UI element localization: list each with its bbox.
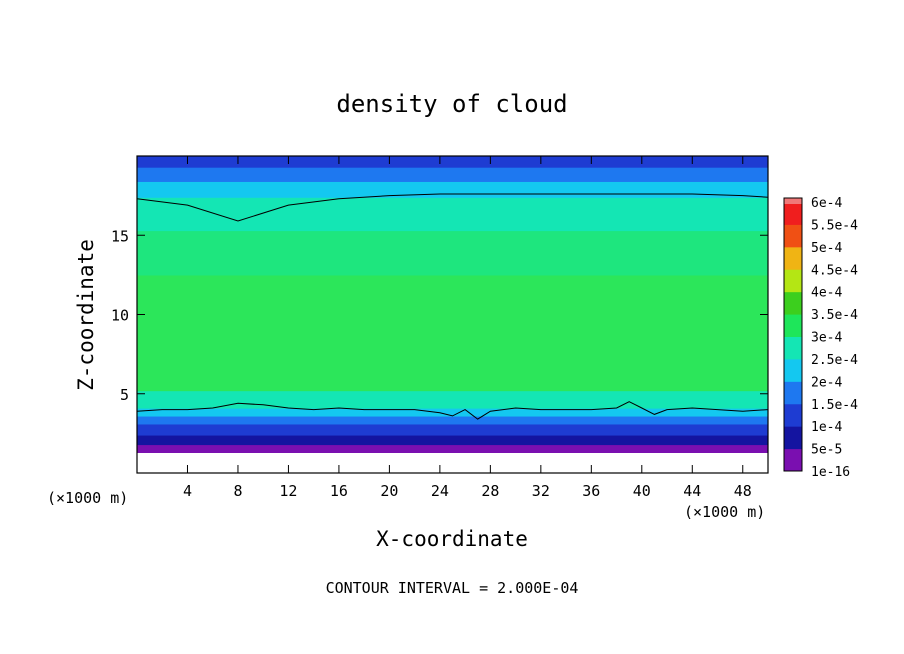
- y-tick-label: 10: [111, 307, 129, 325]
- field-band-5: [137, 408, 768, 417]
- colorbar-label: 5.5e-4: [811, 218, 858, 233]
- x-axis-label: X-coordinate: [376, 527, 528, 551]
- colorbar-label: 1e-4: [811, 420, 842, 435]
- contour-line-upper: [137, 193, 768, 222]
- colorbar-swatch: [784, 336, 802, 360]
- colorbar-label: 1e-16: [811, 465, 850, 480]
- colorbar-label: 3.5e-4: [811, 308, 858, 323]
- colorbar-swatch: [784, 246, 802, 270]
- colorbar-swatch: [784, 448, 802, 472]
- colorbar-label: 1.5e-4: [811, 398, 858, 413]
- colorbar-label: 2.5e-4: [811, 353, 858, 368]
- field-band-7: [137, 274, 768, 392]
- colorbar-label: 3e-4: [811, 331, 842, 346]
- x-tick-label: 36: [582, 482, 600, 500]
- x-tick-label: 32: [532, 482, 550, 500]
- colorbar-swatch: [784, 358, 802, 382]
- field-band-10: [137, 181, 768, 198]
- contour-line-lower: [137, 401, 768, 420]
- x-tick-label: 48: [734, 482, 752, 500]
- x-tick-label: 16: [330, 482, 348, 500]
- colorbar-label: 4.5e-4: [811, 263, 858, 278]
- field-band-11: [137, 167, 768, 182]
- y-tick-label: 5: [120, 386, 129, 404]
- colorbar-frame: [783, 197, 803, 472]
- x-unit-right: (×1000 m): [684, 503, 765, 521]
- x-unit-left: (×1000 m): [47, 489, 128, 507]
- colorbar-swatch: [784, 426, 802, 450]
- colorbar-swatch: [784, 291, 802, 315]
- contour-lines: [137, 193, 768, 420]
- field-band-2: [137, 434, 768, 446]
- x-tick-label: 28: [481, 482, 499, 500]
- density-field: [137, 156, 768, 473]
- colorbar-swatch: [784, 403, 802, 427]
- field-band-9: [137, 197, 768, 232]
- field-band-3: [137, 423, 768, 436]
- colorbar: 1e-16 5e-5 1e-4 1.5e-4 2e-4 2.5e-4 3e-4 3.5e-4 4…: [783, 196, 858, 480]
- colorbar-label: 4e-4: [811, 286, 842, 301]
- field-band-6: [137, 390, 768, 409]
- colorbar-swatch: [784, 314, 802, 337]
- colorbar-swatch: [784, 198, 802, 204]
- colorbar-label: 5e-5: [811, 443, 842, 458]
- x-tick-label: 44: [683, 482, 701, 500]
- x-tick-label: 24: [431, 482, 449, 500]
- x-tick-label: 4: [183, 482, 192, 500]
- field-band-4: [137, 415, 768, 425]
- y-axis-label: Z-coordinate: [74, 239, 98, 391]
- colorbar-swatch: [784, 269, 802, 293]
- x-tick-label: 20: [380, 482, 398, 500]
- y-tick-label: 15: [111, 227, 129, 245]
- field-band-8: [137, 230, 768, 276]
- colorbar-label: 6e-4: [811, 196, 842, 211]
- field-band-12: [137, 156, 768, 168]
- colorbar-label: 5e-4: [811, 241, 842, 256]
- x-tick-label: 12: [279, 482, 297, 500]
- field-band-1: [137, 444, 768, 453]
- colorbar-swatch: [784, 381, 802, 405]
- field-band-0: [137, 452, 768, 473]
- x-tick-label: 40: [633, 482, 651, 500]
- colorbar-swatch: [784, 224, 802, 248]
- colorbar-label: 2e-4: [811, 375, 842, 390]
- contour-interval-note: CONTOUR INTERVAL = 2.000E-04: [326, 579, 579, 597]
- chart-title: density of cloud: [336, 90, 567, 118]
- x-tick-label: 8: [233, 482, 242, 500]
- colorbar-swatch: [784, 202, 802, 225]
